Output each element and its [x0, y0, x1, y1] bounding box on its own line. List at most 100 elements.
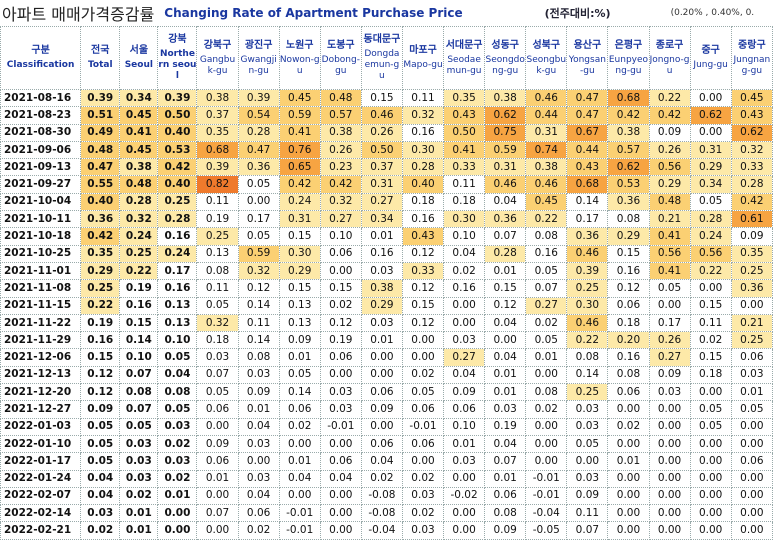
value-cell: 0.00: [196, 521, 239, 540]
value-cell: 0.04: [237, 486, 280, 506]
header-english: Yongsan-gu: [568, 54, 606, 76]
value-cell: 0.47: [566, 106, 609, 125]
header-korean: 성동구: [491, 39, 519, 51]
value-cell: 0.59: [278, 106, 321, 125]
value-cell: 0.03: [484, 400, 527, 419]
value-cell: 0.00: [360, 417, 403, 436]
value-cell: 0.03: [443, 452, 486, 471]
value-cell: 0.27: [443, 348, 486, 367]
header-korean: 구분: [31, 45, 50, 56]
value-cell: 0.10: [443, 227, 486, 246]
value-cell: 0.00: [319, 261, 362, 281]
header-korean: 전국: [91, 45, 110, 56]
value-cell: 0.40: [80, 192, 121, 212]
value-cell: 0.05: [80, 434, 121, 454]
value-cell: 0.00: [278, 434, 321, 454]
value-cell: 0.08: [607, 365, 650, 385]
value-cell: 0.44: [525, 106, 568, 125]
value-cell: 0.14: [237, 331, 280, 350]
value-cell: 0.38: [119, 158, 159, 177]
value-cell: -0.04: [360, 521, 403, 540]
value-cell: 0.19: [196, 210, 239, 229]
value-cell: 0.00: [730, 417, 773, 436]
value-cell: 0.46: [525, 175, 568, 194]
value-cell: 0.04: [319, 469, 362, 488]
value-cell: 0.00: [525, 434, 568, 454]
value-cell: 0.16: [80, 331, 121, 350]
value-cell: 0.31: [360, 175, 403, 194]
value-cell: 0.02: [525, 313, 568, 333]
value-cell: 0.51: [80, 106, 121, 125]
header-korean: 은평구: [614, 39, 643, 51]
value-cell: 0.25: [566, 279, 609, 298]
value-cell: 0.29: [689, 158, 732, 177]
value-cell: 0.24: [689, 227, 732, 246]
value-cell: 0.48: [319, 88, 362, 108]
value-cell: 0.24: [278, 192, 321, 212]
value-cell: 0.41: [648, 227, 691, 246]
header-english: Jung-gu: [693, 60, 728, 70]
value-cell: 0.05: [278, 365, 321, 385]
value-cell: 0.00: [196, 486, 239, 506]
date-cell: 2021-10-25: [0, 244, 82, 263]
value-cell: 0.00: [401, 348, 445, 367]
value-cell: 0.31: [689, 140, 732, 160]
value-cell: 0.03: [401, 521, 445, 540]
column-header: 광진구 Gwangjin-gu: [237, 26, 280, 90]
value-cell: 0.16: [607, 261, 650, 281]
value-cell: -0.08: [360, 504, 403, 523]
date-cell: 2021-12-13: [0, 365, 82, 385]
value-cell: 0.48: [648, 192, 691, 212]
value-cell: 0.03: [196, 348, 239, 367]
value-cell: 0.43: [566, 158, 609, 177]
value-cell: 0.06: [237, 504, 280, 523]
value-cell: 0.46: [566, 313, 609, 333]
value-cell: 0.10: [319, 227, 362, 246]
value-cell: 0.16: [157, 279, 198, 298]
value-cell: 0.31: [484, 158, 527, 177]
value-cell: 0.01: [360, 227, 403, 246]
date-cell: 2021-10-18: [0, 227, 82, 246]
value-cell: 0.24: [157, 244, 198, 263]
value-cell: 0.06: [607, 296, 650, 315]
value-cell: 0.18: [196, 331, 239, 350]
value-cell: 0.00: [689, 123, 732, 142]
value-cell: 0.05: [525, 331, 568, 350]
value-cell: 0.02: [157, 469, 198, 488]
value-cell: 0.02: [607, 417, 650, 436]
value-cell: 0.38: [196, 88, 239, 108]
value-cell: 0.22: [119, 261, 159, 281]
value-cell: 0.42: [157, 158, 198, 177]
value-cell: 0.16: [401, 210, 445, 229]
value-cell: 0.02: [401, 469, 445, 488]
value-cell: 0.65: [278, 158, 321, 177]
value-cell: 0.01: [730, 383, 773, 402]
value-cell: 0.06: [401, 434, 445, 454]
value-cell: 0.29: [360, 296, 403, 315]
header-english: Gangbuk-gu: [199, 54, 236, 76]
value-cell: 0.22: [689, 261, 732, 281]
value-cell: 0.09: [80, 400, 121, 419]
value-cell: 0.04: [484, 192, 527, 212]
value-cell: 0.55: [80, 175, 121, 194]
column-header: 성동구 Seongdong-gu: [484, 26, 527, 90]
value-cell: 0.05: [80, 417, 121, 436]
value-cell: 0.00: [607, 521, 650, 540]
value-cell: 0.56: [648, 244, 691, 263]
date-cell: 2021-12-20: [0, 383, 82, 402]
data-row: 2021-11-01 0.29 0.22 0.17 0.08 0.32 0.29 0.00 0.…: [0, 261, 773, 281]
value-cell: 0.36: [484, 210, 527, 229]
value-cell: 0.30: [443, 210, 486, 229]
header-korean: 강북: [168, 34, 187, 45]
value-cell: 0.42: [730, 192, 773, 212]
value-cell: 0.12: [319, 313, 362, 333]
value-cell: 0.03: [119, 434, 159, 454]
header-korean: 성북구: [532, 39, 561, 51]
value-cell: 0.00: [730, 521, 773, 540]
data-row: 2022-02-07 0.04 0.02 0.01 0.00 0.04 0.00 0.00 -0…: [0, 486, 773, 506]
value-cell: 0.36: [730, 279, 773, 298]
value-cell: 0.11: [196, 279, 239, 298]
value-cell: 0.00: [607, 504, 650, 523]
column-header: 강북구 Gangbuk-gu: [196, 26, 239, 90]
date-cell: 2022-01-10: [0, 434, 82, 454]
